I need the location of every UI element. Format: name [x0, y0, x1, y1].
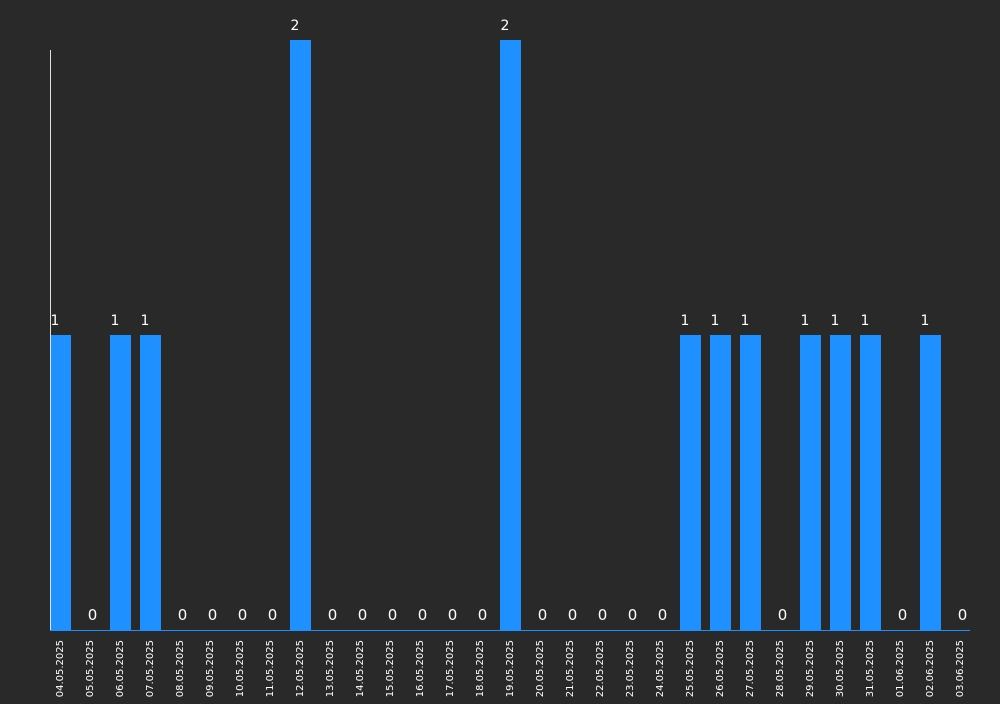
x-tick-label-14.05.2025: 14.05.2025: [355, 640, 366, 697]
x-tick-label-20.05.2025: 20.05.2025: [535, 640, 546, 697]
value-label-17.05.2025: 0: [448, 606, 458, 624]
value-label-06.05.2025: 1: [111, 313, 120, 329]
x-tick-label-25.05.2025: 25.05.2025: [685, 640, 696, 697]
value-label-24.05.2025: 0: [658, 606, 668, 624]
bar-06.05.2025: [110, 335, 131, 630]
bar-27.05.2025: [740, 335, 761, 630]
value-label-16.05.2025: 0: [418, 606, 428, 624]
value-label-26.05.2025: 1: [711, 313, 720, 329]
bar-30.05.2025: [830, 335, 851, 630]
value-label-02.06.2025: 1: [921, 313, 930, 329]
value-label-11.05.2025: 0: [268, 606, 278, 624]
x-tick-label-23.05.2025: 23.05.2025: [625, 640, 636, 697]
value-label-19.05.2025: 2: [501, 18, 510, 34]
x-tick-label-17.05.2025: 17.05.2025: [445, 640, 456, 697]
value-label-03.06.2025: 0: [958, 606, 968, 624]
bar-07.05.2025: [140, 335, 161, 630]
value-label-20.05.2025: 0: [538, 606, 548, 624]
value-label-28.05.2025: 0: [778, 606, 788, 624]
value-label-05.05.2025: 0: [88, 606, 98, 624]
value-label-14.05.2025: 0: [358, 606, 368, 624]
x-tick-label-15.05.2025: 15.05.2025: [385, 640, 396, 697]
x-tick-label-19.05.2025: 19.05.2025: [505, 640, 516, 697]
x-tick-label-31.05.2025: 31.05.2025: [865, 640, 876, 697]
value-label-08.05.2025: 0: [178, 606, 188, 624]
bar-02.06.2025: [920, 335, 941, 630]
value-label-04.05.2025: 1: [51, 313, 60, 329]
value-labels-layer: 1 0 1 1 0 0 0 0 2 0 0 0 0 0 0 2 0 0 0 0 0 1 1 1 0 1 1 1 0 1 0: [51, 18, 968, 624]
value-label-25.05.2025: 1: [681, 313, 690, 329]
x-tick-label-28.05.2025: 28.05.2025: [775, 640, 786, 697]
x-tick-label-30.05.2025: 30.05.2025: [835, 640, 846, 697]
bar-31.05.2025: [860, 335, 881, 630]
value-label-23.05.2025: 0: [628, 606, 638, 624]
value-label-21.05.2025: 0: [568, 606, 578, 624]
value-label-12.05.2025: 2: [291, 18, 300, 34]
x-tick-label-09.05.2025: 09.05.2025: [205, 640, 216, 697]
value-label-09.05.2025: 0: [208, 606, 218, 624]
x-tick-label-08.05.2025: 08.05.2025: [175, 640, 186, 697]
x-tick-label-10.05.2025: 10.05.2025: [235, 640, 246, 697]
value-label-18.05.2025: 0: [478, 606, 488, 624]
x-tick-label-27.05.2025: 27.05.2025: [745, 640, 756, 697]
value-label-10.05.2025: 0: [238, 606, 248, 624]
value-label-31.05.2025: 1: [861, 313, 870, 329]
x-tick-label-21.05.2025: 21.05.2025: [565, 640, 576, 697]
x-tick-label-13.05.2025: 13.05.2025: [325, 640, 336, 697]
x-tick-label-29.05.2025: 29.05.2025: [805, 640, 816, 697]
x-tick-label-06.05.2025: 06.05.2025: [115, 640, 126, 697]
x-tick-label-03.06.2025: 03.06.2025: [955, 640, 966, 697]
bar-19.05.2025: [500, 40, 521, 630]
x-tick-label-01.06.2025: 01.06.2025: [895, 640, 906, 697]
x-tick-label-16.05.2025: 16.05.2025: [415, 640, 426, 697]
x-tick-label-26.05.2025: 26.05.2025: [715, 640, 726, 697]
x-tick-label-12.05.2025: 12.05.2025: [295, 640, 306, 697]
x-tick-label-07.05.2025: 07.05.2025: [145, 640, 156, 697]
x-tick-label-18.05.2025: 18.05.2025: [475, 640, 486, 697]
bar-04.05.2025: [50, 335, 71, 630]
value-label-27.05.2025: 1: [741, 313, 750, 329]
x-tick-label-22.05.2025: 22.05.2025: [595, 640, 606, 697]
value-label-13.05.2025: 0: [328, 606, 338, 624]
x-tick-labels-layer: 04.05.2025 05.05.2025 06.05.2025 07.05.2025…: [55, 640, 966, 697]
value-label-01.06.2025: 0: [898, 606, 908, 624]
value-label-22.05.2025: 0: [598, 606, 608, 624]
x-tick-label-11.05.2025: 11.05.2025: [265, 640, 276, 697]
value-label-29.05.2025: 1: [801, 313, 810, 329]
x-tick-label-05.05.2025: 05.05.2025: [85, 640, 96, 697]
bars-layer: [50, 40, 941, 630]
bar-29.05.2025: [800, 335, 821, 630]
bar-12.05.2025: [290, 40, 311, 630]
bar-25.05.2025: [680, 335, 701, 630]
x-tick-label-02.06.2025: 02.06.2025: [925, 640, 936, 697]
value-label-07.05.2025: 1: [141, 313, 150, 329]
bar-26.05.2025: [710, 335, 731, 630]
value-label-30.05.2025: 1: [831, 313, 840, 329]
value-label-15.05.2025: 0: [388, 606, 398, 624]
x-tick-label-24.05.2025: 24.05.2025: [655, 640, 666, 697]
x-tick-label-04.05.2025: 04.05.2025: [55, 640, 66, 697]
